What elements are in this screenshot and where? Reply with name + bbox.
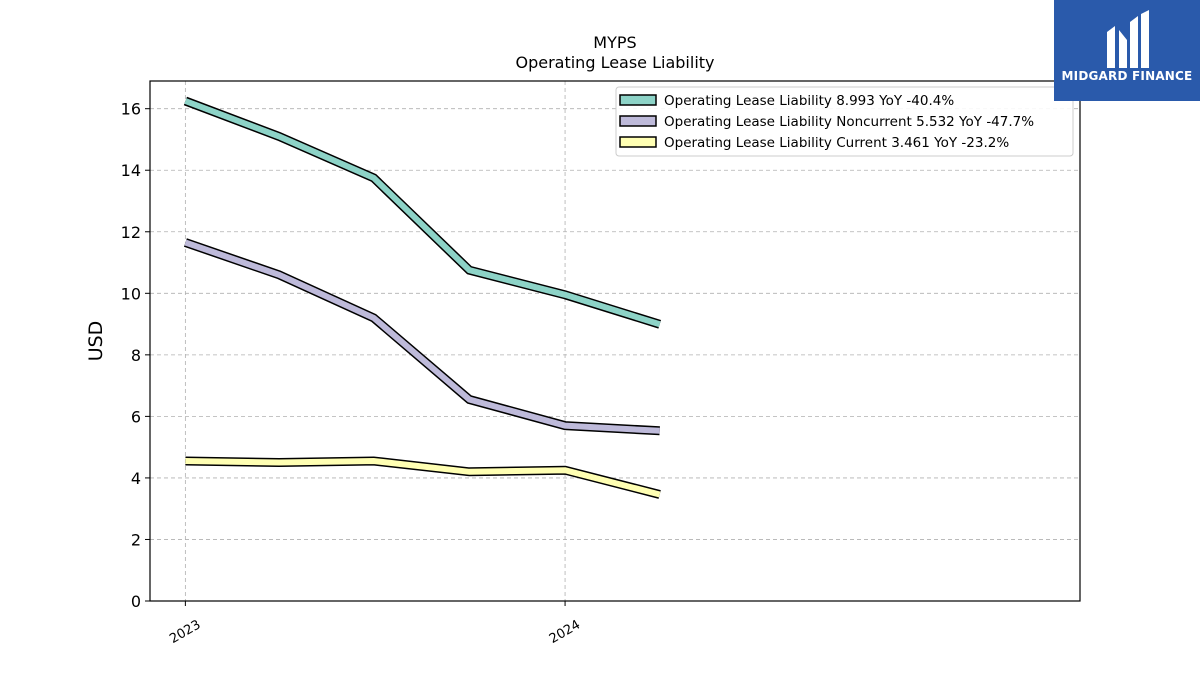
- y-tick-label: 4: [131, 469, 141, 488]
- y-tick-label: 2: [131, 530, 141, 549]
- series-line: [184, 98, 661, 328]
- y-tick-label: 8: [131, 346, 141, 365]
- y-tick-label: 16: [121, 100, 141, 119]
- x-tick-label: 2024: [547, 617, 583, 647]
- series-layer: [183, 96, 662, 499]
- legend-label: Operating Lease Liability 8.993 YoY -40.…: [664, 93, 954, 109]
- series-line: [185, 457, 661, 498]
- legend-label: Operating Lease Liability Current 3.461 …: [664, 135, 1009, 151]
- ticks: 0 2 4 6 8 10 12 14 16 2023 2024: [121, 100, 583, 647]
- y-axis-label: USD: [85, 321, 107, 362]
- legend-label: Operating Lease Liability Noncurrent 5.5…: [664, 114, 1034, 130]
- series-line-outline: [183, 96, 662, 329]
- legend-swatch: [619, 136, 657, 148]
- series-line-outline: [183, 238, 660, 436]
- series-line: [184, 239, 660, 434]
- y-tick-label: 10: [121, 284, 141, 303]
- grid: [150, 81, 1080, 602]
- chart-subtitle: Operating Lease Liability: [515, 53, 714, 72]
- y-tick-label: 14: [121, 161, 141, 180]
- legend: Operating Lease Liability 8.993 YoY -40.…: [615, 86, 1074, 157]
- chart-title: MYPS: [593, 33, 636, 52]
- legend-swatch: [619, 115, 657, 127]
- legend-swatch: [619, 94, 657, 106]
- series-1: [183, 96, 662, 329]
- y-tick-label: 12: [121, 223, 141, 242]
- x-tick-label: 2023: [167, 617, 203, 647]
- series-3: [185, 456, 661, 499]
- brand-logo: MIDGARD FINANCE: [1054, 0, 1200, 101]
- plot-frame: [149, 80, 1081, 602]
- legend-box: [615, 86, 1074, 157]
- y-tick-label: 0: [131, 592, 141, 611]
- series-2: [183, 238, 660, 436]
- brand-mark-icon: [1107, 10, 1149, 68]
- y-tick-label: 6: [131, 407, 141, 426]
- brand-name: MIDGARD FINANCE: [1061, 69, 1193, 83]
